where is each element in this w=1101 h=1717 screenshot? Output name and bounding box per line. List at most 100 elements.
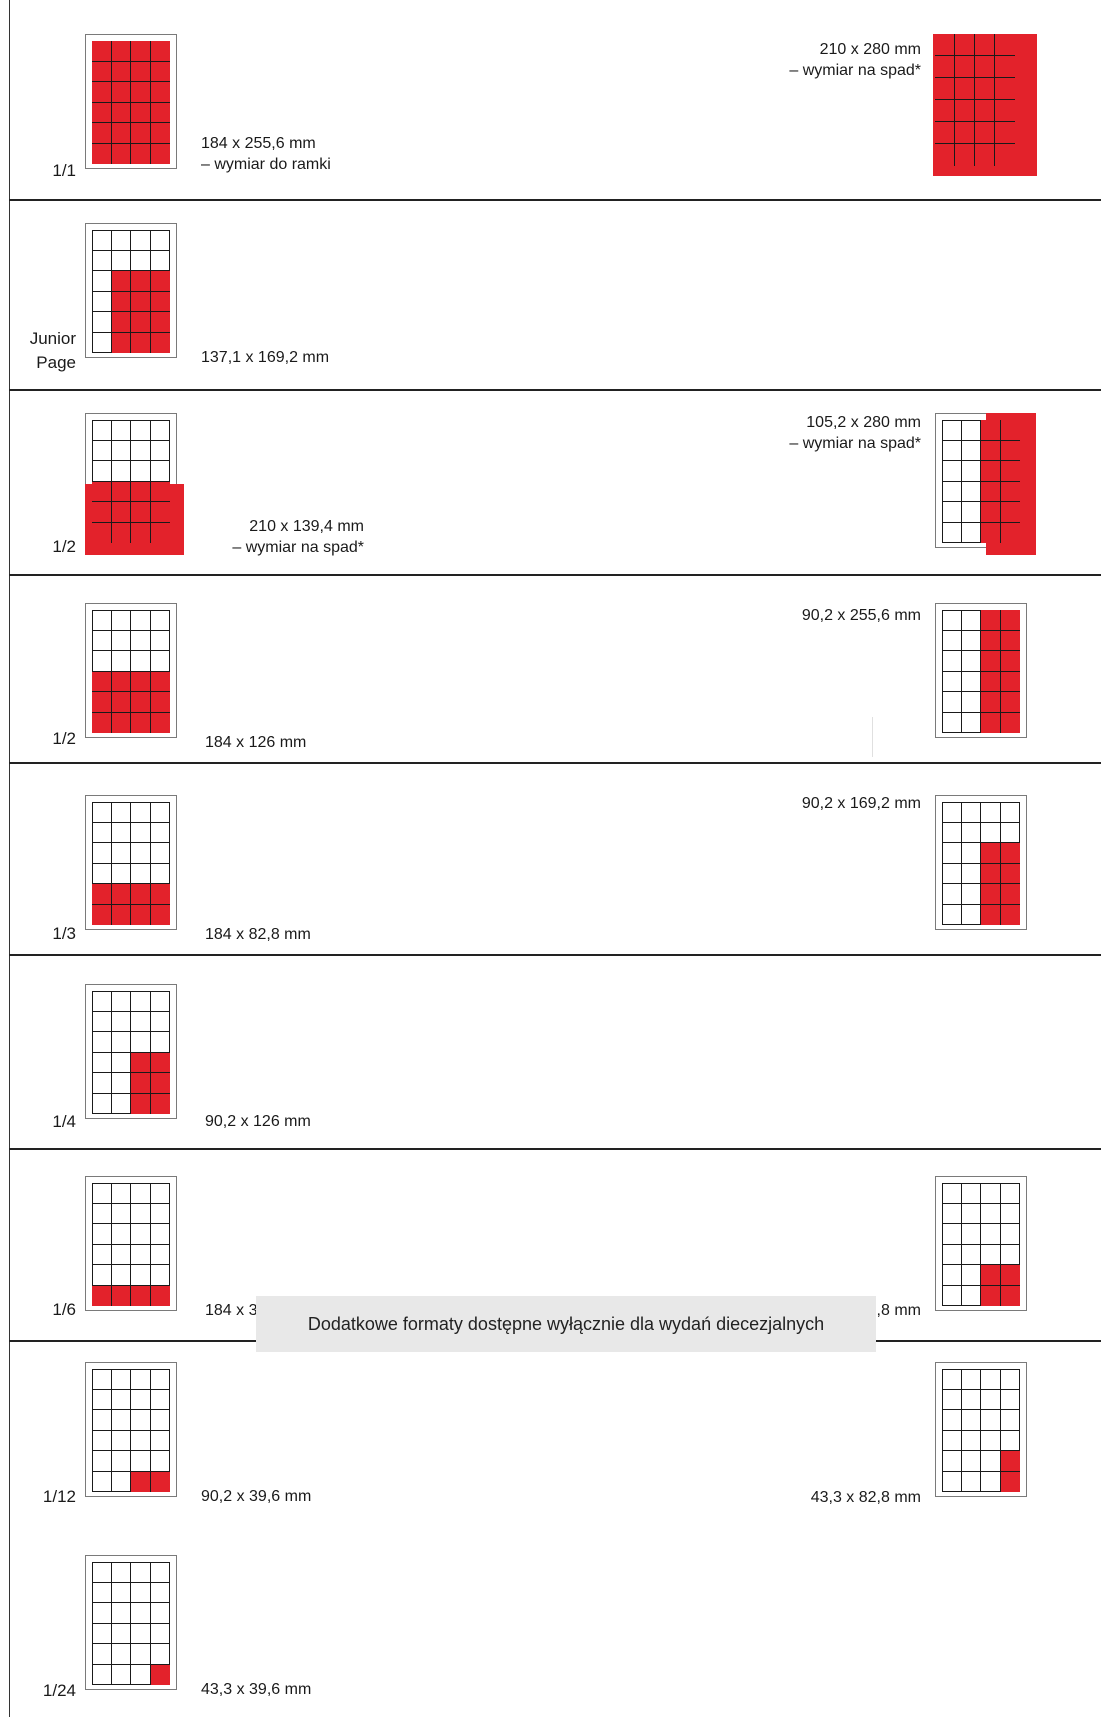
grid-cell xyxy=(92,1603,112,1624)
grid-cell xyxy=(112,1471,132,1493)
grid-cell xyxy=(961,1183,982,1204)
grid-cell xyxy=(1000,1224,1021,1245)
grid-cell xyxy=(111,420,132,441)
grid-cell xyxy=(131,312,151,333)
grid-cell xyxy=(1000,1390,1021,1411)
grid-cell xyxy=(92,1664,112,1686)
grid-cell xyxy=(981,1183,1001,1204)
grid-cell xyxy=(92,692,112,713)
grid-cell xyxy=(961,502,982,523)
grid-cell xyxy=(942,822,962,844)
grid-cell xyxy=(92,1451,112,1472)
grid-cell xyxy=(92,481,112,503)
grid-cell xyxy=(1000,1204,1021,1225)
grid-cell xyxy=(111,712,132,734)
grid-cell xyxy=(131,692,151,713)
grid-cell xyxy=(955,122,976,145)
grid-cell xyxy=(92,1430,112,1452)
thumb-half-vertical-grid xyxy=(942,610,1021,734)
grid-cell xyxy=(981,1285,1001,1307)
grid-cell xyxy=(150,1603,171,1624)
grid-cell xyxy=(1000,1245,1021,1266)
grid-cell xyxy=(961,1451,982,1472)
grid-cell xyxy=(1000,1265,1021,1286)
grid-cell xyxy=(131,1582,151,1604)
row-divider xyxy=(9,199,1101,201)
grid-cell xyxy=(962,712,982,734)
grid-cell xyxy=(981,610,1001,631)
grid-cell xyxy=(92,461,112,482)
grid-cell xyxy=(131,1369,151,1390)
grid-cell xyxy=(111,1073,132,1094)
grid-cell xyxy=(150,1093,171,1115)
grid-cell xyxy=(92,230,112,251)
grid-cell xyxy=(131,671,151,693)
grid-cell xyxy=(131,610,151,631)
grid-cell xyxy=(92,271,112,292)
dimension-text: 90,2 x 39,6 mm xyxy=(201,1488,312,1505)
grid-cell xyxy=(1000,420,1021,441)
grid-cell xyxy=(942,1410,962,1431)
grid-cell xyxy=(131,1011,151,1033)
grid-cell xyxy=(961,1369,982,1390)
grid-cell xyxy=(92,291,112,313)
grid-cell xyxy=(1000,440,1021,462)
grid-cell xyxy=(942,1389,962,1411)
grid-cell xyxy=(111,1183,132,1204)
grid-cell xyxy=(111,502,132,523)
grid-cell xyxy=(92,123,112,144)
grid-cell xyxy=(981,904,1001,926)
grid-cell xyxy=(961,420,982,441)
grid-cell xyxy=(981,1244,1001,1266)
grid-cell xyxy=(150,143,171,165)
dimension-text: 184 x 82,8 mm xyxy=(205,926,311,943)
grid-cell xyxy=(935,122,956,145)
grid-cell xyxy=(150,843,171,864)
grid-cell xyxy=(131,102,151,124)
grid-cell xyxy=(150,1644,171,1665)
grid-cell xyxy=(111,843,132,864)
grid-cell xyxy=(1000,1285,1021,1307)
grid-cell xyxy=(961,1389,982,1411)
grid-cell xyxy=(975,122,996,145)
grid-cell xyxy=(942,1203,962,1225)
dimension-text-alt: – wymiar na spad* xyxy=(789,435,921,452)
grid-cell xyxy=(961,863,982,885)
grid-cell xyxy=(111,671,132,693)
grid-cell xyxy=(150,1183,171,1204)
grid-cell xyxy=(111,143,132,165)
grid-cell xyxy=(92,1224,112,1245)
grid-cell xyxy=(961,1265,982,1286)
grid-cell xyxy=(942,440,962,462)
grid-cell xyxy=(111,1285,132,1307)
grid-cell xyxy=(1000,671,1021,693)
grid-cell xyxy=(981,1203,1001,1225)
grid-cell xyxy=(111,440,132,462)
grid-cell xyxy=(150,102,171,124)
dimension-text: 137,1 x 169,2 mm xyxy=(201,349,330,366)
grid-cell xyxy=(111,461,132,482)
grid-cell xyxy=(961,884,982,905)
grid-cell xyxy=(92,440,112,462)
grid-cell xyxy=(975,78,996,101)
grid-cell xyxy=(942,651,962,672)
grid-cell xyxy=(92,904,112,926)
grid-cell xyxy=(92,61,112,83)
faint-divider xyxy=(872,717,873,757)
thumb-twelfth-vertical-grid xyxy=(942,1369,1021,1493)
grid-cell xyxy=(150,1583,171,1604)
grid-cell xyxy=(150,991,171,1012)
grid-cell xyxy=(1000,823,1021,844)
grid-cell xyxy=(1000,884,1021,905)
grid-cell xyxy=(981,1389,1001,1411)
grid-cell xyxy=(131,1451,151,1472)
grid-cell xyxy=(131,1073,151,1094)
grid-cell xyxy=(1000,630,1021,652)
grid-cell xyxy=(92,712,112,734)
grid-cell xyxy=(111,1451,132,1472)
grid-cell xyxy=(92,863,112,885)
grid-cell xyxy=(981,1369,1001,1390)
grid-cell xyxy=(111,651,132,672)
grid-cell xyxy=(942,481,962,503)
grid-cell xyxy=(955,100,976,123)
